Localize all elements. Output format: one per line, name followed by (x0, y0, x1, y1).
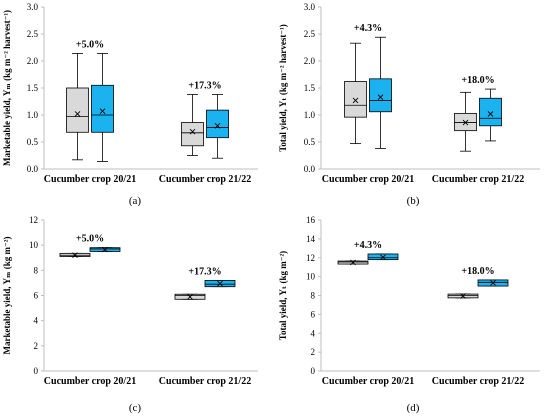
percent-annotation: +4.3% (354, 240, 382, 251)
category-label: Cucumber crop 20/21 (44, 174, 136, 185)
box-2021-left (344, 42, 367, 145)
y-tick-label: 0.0 (304, 164, 316, 174)
iqr-box (91, 84, 114, 133)
category-label: Cucumber crop 21/22 (432, 174, 524, 185)
mean-marker (487, 111, 494, 117)
category-label: Cucumber crop 21/22 (432, 376, 524, 387)
box-2122-left (174, 293, 206, 300)
mean-marker (189, 128, 196, 135)
y-tick-label: 8 (311, 291, 316, 301)
box-2122-right (479, 88, 502, 142)
category-label: Cucumber crop 21/22 (159, 376, 251, 387)
y-tick-label: 6 (311, 309, 316, 319)
box-2021-right (367, 253, 399, 261)
y-tick-label: 1.5 (304, 83, 316, 93)
mean-marker (214, 122, 221, 129)
category-label: Cucumber crop 20/21 (44, 376, 136, 387)
panel-label: (c) (129, 402, 142, 414)
y-tick-label: 2 (311, 347, 316, 357)
y-tick-label: 4 (311, 328, 316, 338)
y-axis-label: Marketable yield, Yₘ (kg m⁻²) (2, 237, 12, 355)
chart-panel-b: 0.0 0.5 1.0 1.5 2.0 2.5 3.0 Total yield, Yₜ (kg… (278, 2, 540, 207)
iqr-box (344, 81, 367, 118)
mean-marker (187, 293, 193, 300)
y-tick-label: 2.5 (304, 29, 316, 39)
box-2021-left (337, 259, 369, 266)
percent-annotation: +5.0% (76, 39, 104, 50)
box-2021-right (89, 246, 121, 253)
category-label: Cucumber crop 21/22 (159, 174, 251, 185)
box-2122-left (454, 91, 477, 152)
y-tick-label: 2.0 (304, 56, 316, 66)
box-2122-left (181, 94, 204, 156)
percent-annotation: +18.0% (461, 75, 494, 86)
percent-annotation: +18.0% (461, 266, 494, 277)
chart-panel-d: 0 2 4 6 8 10 12 14 16 Total yield, Yₜ (kg m⁻²) Cuc… (278, 215, 540, 414)
y-tick-label: 12 (306, 253, 315, 263)
mean-marker (352, 97, 359, 104)
box-2122-right (206, 94, 229, 159)
y-tick-label: 6 (34, 291, 39, 301)
chart-panel-c: 0 2 4 6 8 10 12 Marketable yield, Yₘ (kg m⁻²) Cu… (2, 215, 258, 414)
category-label: Cucumber crop 20/21 (322, 376, 414, 387)
percent-annotation: +4.3% (354, 23, 382, 34)
percent-annotation: +5.0% (76, 234, 104, 245)
mean-marker (462, 119, 469, 126)
y-tick-label: 1.0 (27, 110, 39, 120)
mean-marker (99, 108, 106, 115)
y-tick-label: 14 (306, 234, 316, 244)
y-tick-label: 3.0 (27, 2, 39, 12)
mean-marker (460, 293, 466, 299)
mean-marker (490, 279, 496, 286)
box-2021-right (91, 53, 114, 162)
iqr-box (369, 78, 392, 113)
y-tick-label: 0 (34, 366, 39, 376)
box-2021-left (66, 53, 89, 161)
chart-panel-a: 0.0 0.5 1.0 1.5 2.0 2.5 3.0 Marketable yield, Y… (2, 2, 258, 207)
y-tick-label: 4 (34, 316, 39, 326)
percent-annotation: +17.3% (188, 266, 221, 277)
y-tick-label: 16 (306, 215, 316, 225)
iqr-box (206, 109, 229, 139)
iqr-box (66, 87, 89, 133)
box-2122-right (204, 279, 236, 288)
panel-label: (a) (129, 195, 142, 207)
y-tick-label: 2.0 (27, 56, 39, 66)
mean-marker (377, 94, 384, 100)
mean-marker (74, 111, 81, 117)
panel-label: (d) (407, 402, 420, 414)
mean-marker (350, 259, 356, 266)
iqr-box (181, 122, 204, 147)
y-axis-label: Total yield, Yₜ (kg m⁻² harvest⁻¹) (278, 24, 288, 152)
y-tick-label: 2.5 (27, 29, 39, 39)
y-tick-label: 8 (34, 265, 39, 275)
y-tick-label: 10 (29, 240, 39, 250)
y-tick-label: 3.0 (304, 2, 316, 12)
y-tick-label: 2 (34, 341, 39, 351)
y-tick-label: 0 (311, 366, 316, 376)
y-tick-label: 0.0 (27, 164, 39, 174)
box-2021-right (369, 36, 392, 149)
panel-label: (b) (407, 195, 420, 207)
iqr-box (479, 97, 502, 127)
percent-annotation: +17.3% (188, 80, 221, 91)
y-tick-label: 1.0 (304, 110, 316, 120)
box-2122-right (477, 279, 509, 287)
mean-marker (102, 246, 108, 253)
box-2021-left (59, 252, 91, 259)
y-tick-label: 0.5 (304, 137, 316, 147)
box-2122-left (447, 293, 479, 299)
y-tick-label: 1.5 (27, 83, 39, 93)
y-tick-label: 12 (29, 215, 38, 225)
mean-marker (72, 252, 78, 259)
y-tick-label: 10 (306, 272, 316, 282)
y-axis-label: Total yield, Yₜ (kg m⁻²) (278, 251, 288, 340)
category-label: Cucumber crop 20/21 (322, 174, 414, 185)
y-axis-label: Marketable yield, Yₘ (kg m⁻² harvest⁻¹) (2, 10, 12, 166)
mean-marker (217, 280, 223, 287)
mean-marker (380, 254, 386, 261)
y-tick-label: 0.5 (27, 137, 39, 147)
